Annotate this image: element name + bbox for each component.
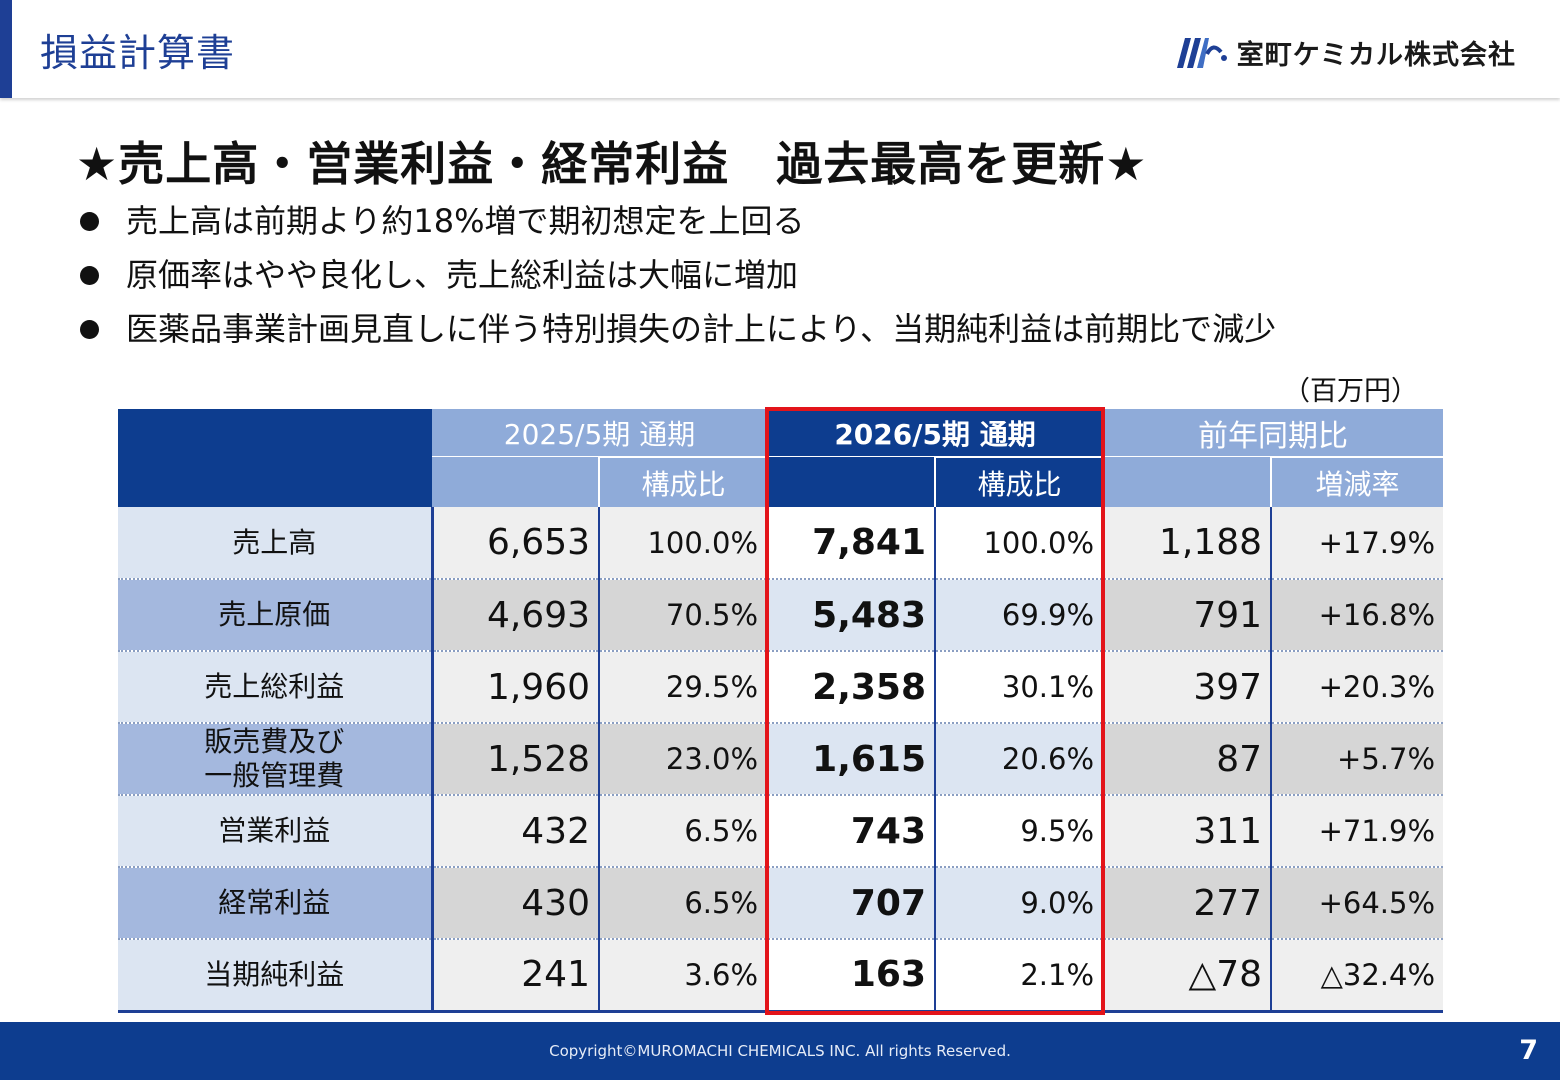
cell-cur-amount: 743 [766, 795, 936, 868]
bullet-text: 原価率はやや良化し、売上総利益は大幅に増加 [126, 256, 799, 294]
cell-prev-ratio: 3.6% [597, 939, 768, 1013]
cell-yoy-diff: 1,188 [1102, 507, 1272, 580]
cell-prev-amount: 1,528 [431, 723, 599, 796]
cell-prev-amount: 432 [431, 795, 599, 868]
table-row: 売上高 6,653 100.0% 7,841 100.0% 1,188 +17.9% [118, 507, 1444, 580]
cell-prev-amount: 6,653 [431, 507, 599, 580]
cell-yoy-rate: +64.5% [1270, 867, 1444, 940]
header-cur-ratio: 構成比 [934, 456, 1104, 507]
table-row: 販売費及び 一般管理費 1,528 23.0% 1,615 20.6% 87 +5.7% [118, 723, 1444, 796]
table-body: 売上高 6,653 100.0% 7,841 100.0% 1,188 +17.9% 売上原価… [118, 507, 1444, 1013]
page-title: 損益計算書 [40, 31, 236, 75]
header-prev-ratio: 構成比 [597, 456, 768, 507]
cell-cur-amount: 7,841 [766, 507, 936, 580]
cell-prev-amount: 430 [431, 867, 599, 940]
cell-yoy-rate: +20.3% [1270, 651, 1444, 724]
bullet-list: 売上高は前期より約18%増で期初想定を上回る 原価率はやや良化し、売上総利益は大… [80, 198, 1276, 360]
header-corner [118, 409, 432, 507]
cell-cur-ratio: 69.9% [934, 579, 1104, 652]
header-change-rate: 増減率 [1270, 456, 1444, 507]
cell-yoy-rate: △32.4% [1270, 939, 1444, 1013]
cell-yoy-rate: +71.9% [1270, 795, 1444, 868]
cell-cur-amount: 5,483 [766, 579, 936, 652]
cell-prev-ratio: 6.5% [597, 867, 768, 940]
header-cur-period: 2026/5期 通期 [767, 409, 1104, 457]
bullet-item: 売上高は前期より約18%増で期初想定を上回る [80, 198, 1276, 252]
cell-yoy-diff: 87 [1102, 723, 1272, 796]
row-label: 営業利益 [118, 795, 434, 868]
cell-yoy-diff: 311 [1102, 795, 1272, 868]
header-accent-bar [0, 0, 12, 98]
cell-yoy-diff: 397 [1102, 651, 1272, 724]
cell-yoy-rate: +5.7% [1270, 723, 1444, 796]
cell-prev-ratio: 29.5% [597, 651, 768, 724]
bullet-dot-icon [80, 320, 99, 339]
cell-yoy-diff: △78 [1102, 939, 1272, 1013]
income-statement-table: 2025/5期 通期 2026/5期 通期 前年同期比 構成比 構成比 増減率 … [118, 409, 1444, 1013]
header-blank [1103, 457, 1272, 507]
cell-prev-ratio: 100.0% [597, 507, 768, 580]
headline: ★売上高・営業利益・経常利益 過去最高を更新★ [76, 137, 1148, 191]
bullet-dot-icon [80, 212, 99, 231]
row-label: 経常利益 [118, 867, 434, 940]
cell-prev-ratio: 23.0% [597, 723, 768, 796]
table-row: 営業利益 432 6.5% 743 9.5% 311 +71.9% [118, 795, 1444, 868]
cell-cur-ratio: 20.6% [934, 723, 1104, 796]
cell-yoy-diff: 791 [1102, 579, 1272, 652]
bullet-dot-icon [80, 266, 99, 285]
cell-prev-ratio: 70.5% [597, 579, 768, 652]
header-blank [432, 457, 599, 507]
bullet-item: 原価率はやや良化し、売上総利益は大幅に増加 [80, 252, 1276, 306]
logo-mark-icon [1176, 38, 1227, 68]
company-logo: 室町ケミカル株式会社 [1176, 34, 1516, 71]
page-number: 7 [1519, 1035, 1538, 1066]
company-name: 室町ケミカル株式会社 [1236, 39, 1516, 71]
header-yoy: 前年同期比 [1103, 409, 1444, 457]
cell-cur-ratio: 9.0% [934, 867, 1104, 940]
cell-cur-ratio: 100.0% [934, 507, 1104, 580]
row-label: 当期純利益 [118, 939, 434, 1013]
row-label: 売上原価 [118, 579, 434, 652]
table-row: 当期純利益 241 3.6% 163 2.1% △78 △32.4% [118, 939, 1444, 1013]
cell-prev-amount: 241 [431, 939, 599, 1013]
header-blank [767, 457, 936, 507]
header-prev-period: 2025/5期 通期 [432, 409, 768, 457]
copyright-text: Copyright©MUROMACHI CHEMICALS INC. All r… [549, 1042, 1011, 1060]
cell-yoy-rate: +17.9% [1270, 507, 1444, 580]
cell-cur-amount: 707 [766, 867, 936, 940]
cell-cur-ratio: 9.5% [934, 795, 1104, 868]
row-label: 売上総利益 [118, 651, 434, 724]
cell-cur-ratio: 30.1% [934, 651, 1104, 724]
slide-footer: Copyright©MUROMACHI CHEMICALS INC. All r… [0, 1022, 1560, 1080]
cell-prev-amount: 1,960 [431, 651, 599, 724]
cell-prev-ratio: 6.5% [597, 795, 768, 868]
unit-label: （百万円） [1283, 376, 1418, 407]
cell-cur-amount: 163 [766, 939, 936, 1013]
table-row: 売上原価 4,693 70.5% 5,483 69.9% 791 +16.8% [118, 579, 1444, 652]
cell-yoy-rate: +16.8% [1270, 579, 1444, 652]
bullet-text: 医薬品事業計画見直しに伴う特別損失の計上により、当期純利益は前期比で減少 [126, 310, 1277, 348]
cell-yoy-diff: 277 [1102, 867, 1272, 940]
table-row: 売上総利益 1,960 29.5% 2,358 30.1% 397 +20.3% [118, 651, 1444, 724]
cell-cur-ratio: 2.1% [934, 939, 1104, 1013]
table-row: 経常利益 430 6.5% 707 9.0% 277 +64.5% [118, 867, 1444, 940]
bullet-text: 売上高は前期より約18%増で期初想定を上回る [126, 202, 805, 240]
row-label: 売上高 [118, 507, 434, 580]
bullet-item: 医薬品事業計画見直しに伴う特別損失の計上により、当期純利益は前期比で減少 [80, 306, 1276, 360]
row-label: 販売費及び 一般管理費 [118, 723, 434, 796]
cell-prev-amount: 4,693 [431, 579, 599, 652]
slide-header: 損益計算書 室町ケミカル株式会社 [0, 0, 1560, 98]
cell-cur-amount: 1,615 [766, 723, 936, 796]
cell-cur-amount: 2,358 [766, 651, 936, 724]
